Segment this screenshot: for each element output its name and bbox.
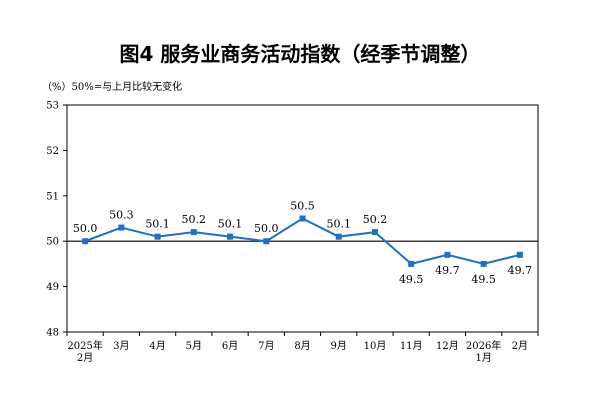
data-point — [299, 215, 306, 222]
x-tick-label: 11月 — [400, 340, 423, 352]
data-point — [408, 260, 415, 267]
data-label: 49.7 — [508, 264, 533, 277]
data-label: 49.7 — [435, 264, 460, 277]
data-label: 50.0 — [73, 222, 98, 235]
data-label: 50.2 — [182, 213, 207, 226]
y-tick-label: 48 — [46, 328, 59, 339]
data-label: 50.0 — [254, 222, 279, 235]
data-point — [154, 233, 161, 240]
data-point — [371, 229, 378, 236]
x-tick-label: 3月 — [113, 340, 129, 352]
data-label: 50.5 — [290, 200, 315, 213]
data-label: 50.3 — [109, 209, 134, 222]
data-point — [335, 233, 342, 240]
y-tick-label: 51 — [46, 191, 59, 202]
x-tick-label: 2月 — [512, 340, 528, 352]
data-point — [118, 224, 125, 231]
y-tick-label: 53 — [46, 101, 59, 112]
data-point — [444, 251, 451, 258]
x-tick-label: 5月 — [186, 340, 202, 352]
data-point — [516, 251, 523, 258]
data-label: 50.1 — [218, 218, 243, 231]
data-point — [227, 233, 234, 240]
data-label: 50.1 — [326, 218, 351, 231]
data-label: 49.5 — [399, 273, 424, 286]
x-tick-label: 10月 — [364, 340, 387, 352]
data-label: 49.5 — [471, 273, 496, 286]
data-point — [82, 238, 89, 245]
x-tick-label: 7月 — [258, 340, 274, 352]
data-point — [190, 229, 197, 236]
data-point — [263, 238, 270, 245]
unit-note: （%）50%=与上月比较无变化 — [42, 82, 183, 93]
y-tick-label: 50 — [46, 237, 59, 248]
data-label: 50.1 — [145, 218, 170, 231]
x-tick-label: 6月 — [222, 340, 238, 352]
y-tick-label: 52 — [46, 146, 59, 157]
x-tick-label: 4月 — [149, 340, 165, 352]
x-tick-label: 12月 — [436, 340, 459, 352]
x-tick-label: 2025年 2月 — [67, 339, 102, 364]
data-point — [480, 260, 487, 267]
x-tick-label: 2026年 1月 — [466, 339, 501, 364]
x-tick-label: 9月 — [331, 340, 347, 352]
x-tick-label: 8月 — [294, 340, 310, 352]
plot-frame — [66, 104, 539, 333]
chart-title: 图4 服务业商务活动指数（经季节调整） — [119, 42, 481, 66]
data-label: 50.2 — [363, 213, 388, 226]
y-tick-label: 49 — [46, 282, 59, 293]
